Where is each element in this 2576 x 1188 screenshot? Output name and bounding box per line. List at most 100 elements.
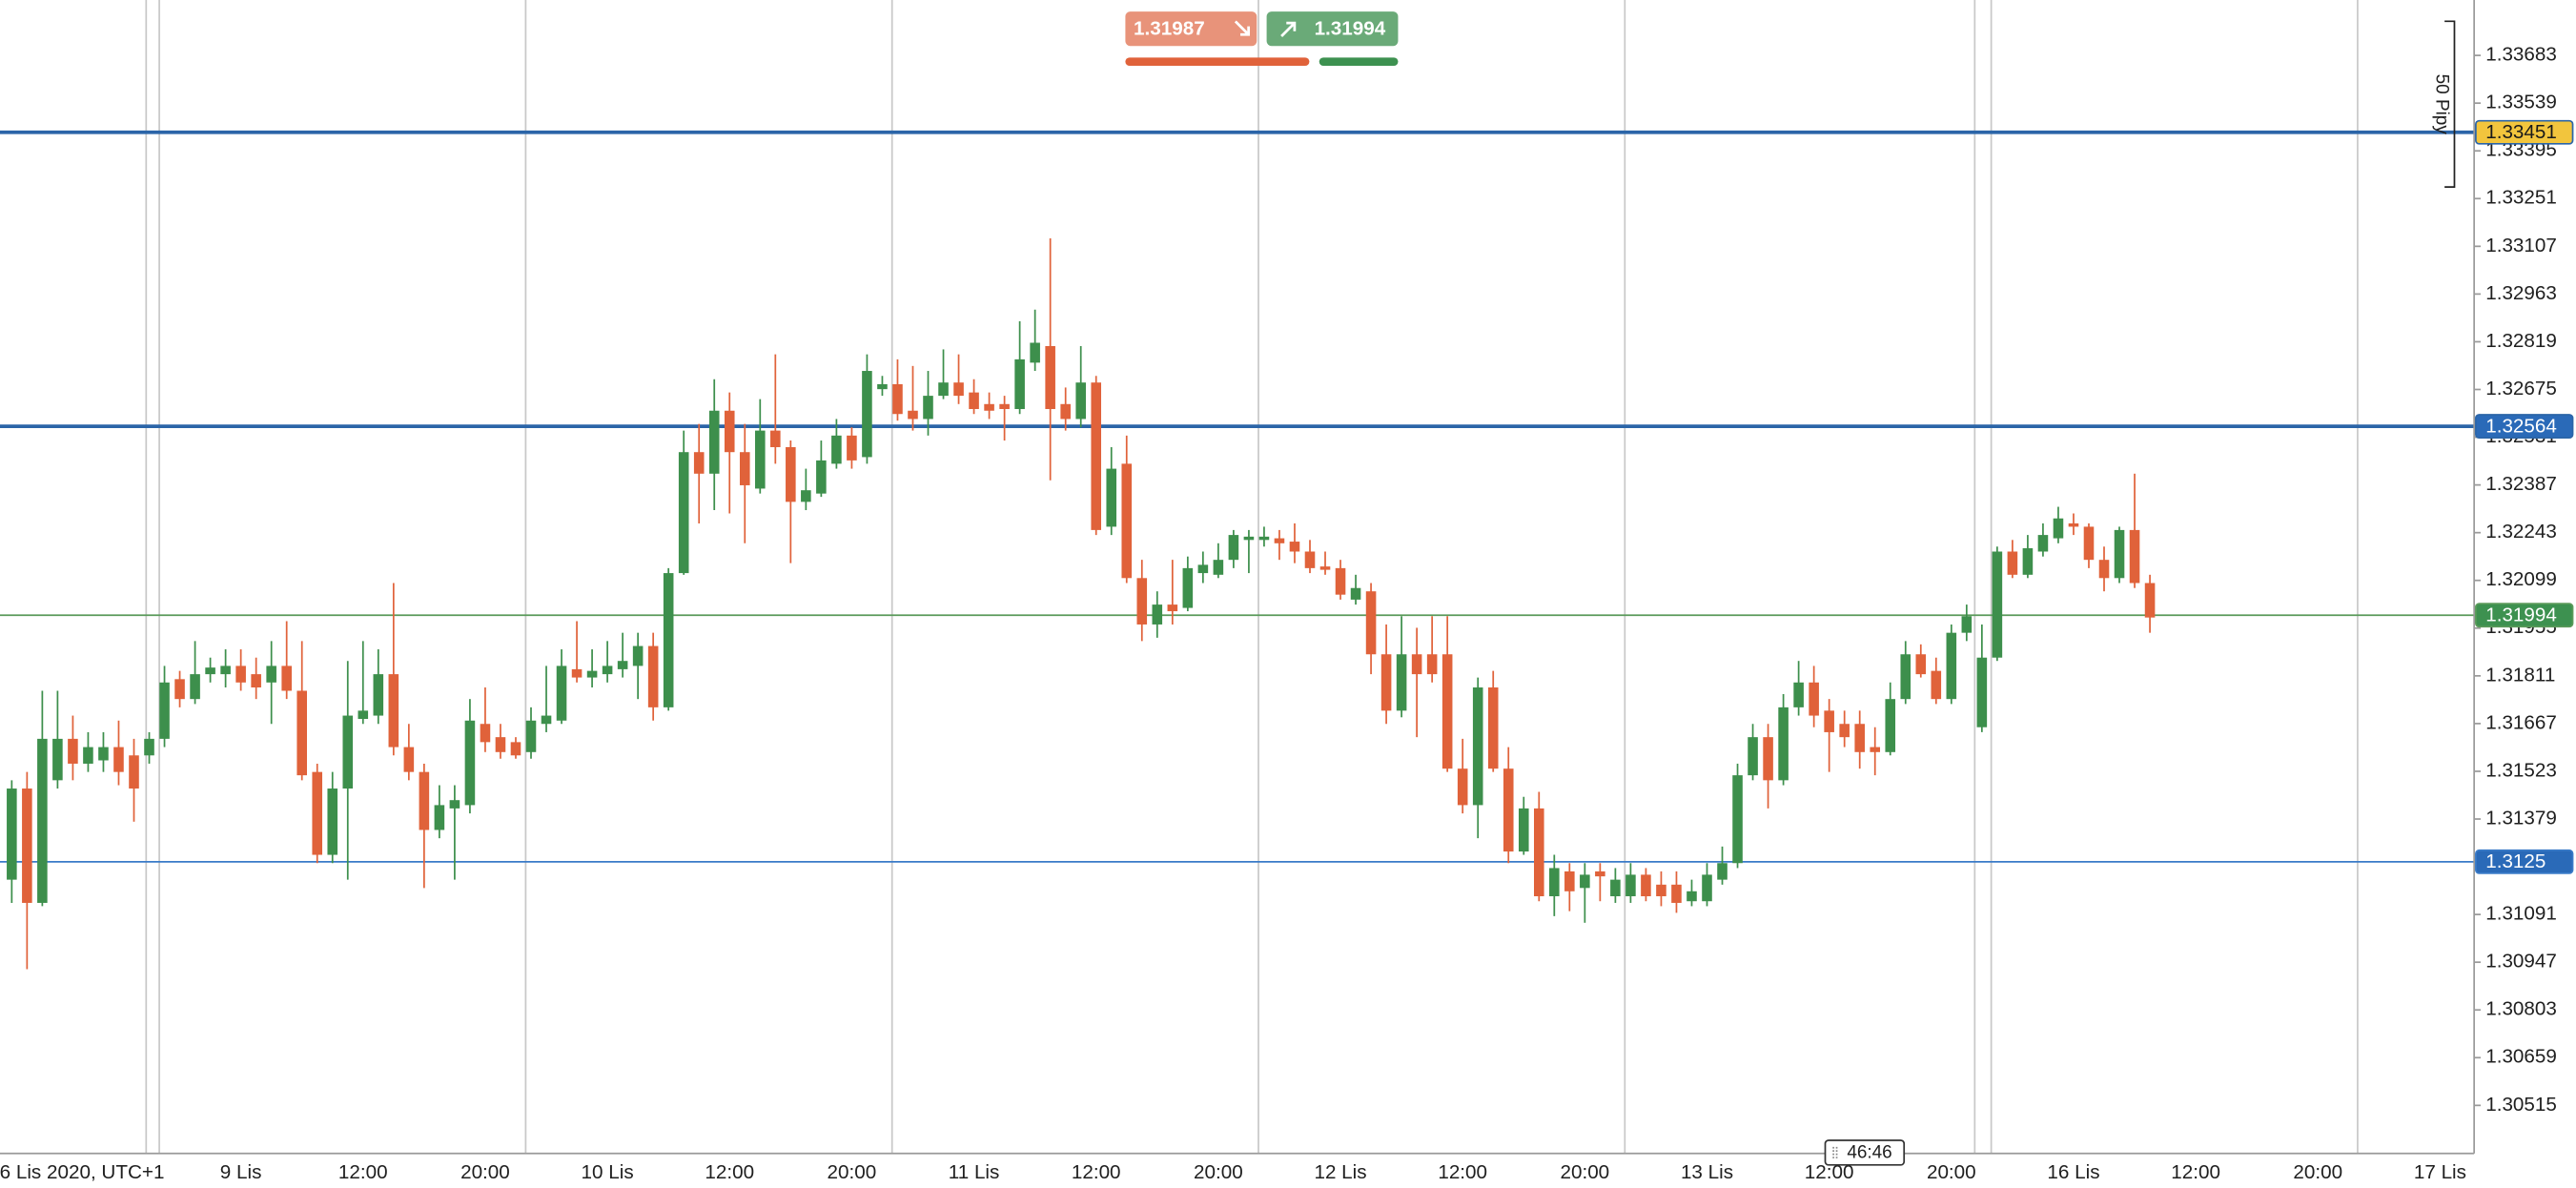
x-tick-label: 20:00: [1194, 1161, 1243, 1183]
candle-body-up: [1717, 863, 1728, 880]
candle-body-up: [464, 720, 476, 806]
x-tick-label: 9 Lis: [220, 1161, 262, 1183]
x-tick-label: 20:00: [460, 1161, 510, 1183]
x-tick-label: 12:00: [1805, 1161, 1854, 1183]
buy-arrow: [1280, 21, 1297, 37]
candle-body-up: [1702, 874, 1712, 902]
candle-body-up: [1748, 737, 1758, 776]
x-tick-label: 17 Lis: [2414, 1161, 2466, 1183]
candle-body-down: [68, 738, 78, 764]
candle-body-down: [388, 674, 399, 748]
candle-body-up: [1396, 654, 1407, 711]
candle-body-up: [1197, 564, 1209, 574]
candle-body-down: [847, 435, 857, 461]
candle-body-up: [373, 674, 384, 716]
x-tick-label: 6 Lis 2020, UTC+1: [0, 1161, 164, 1183]
candle-body-down: [724, 410, 735, 453]
x-tick-label: 10 Lis: [582, 1161, 634, 1183]
candle-body-down: [1533, 808, 1544, 897]
candle-body-down: [296, 690, 307, 776]
candle-body-down: [999, 403, 1010, 410]
candle-body-down: [1136, 578, 1148, 625]
candle-body-up: [83, 747, 93, 764]
candle-body-down: [1060, 403, 1071, 420]
candle-body-up: [923, 396, 933, 420]
candle-body-up: [1472, 687, 1483, 806]
candle-body-down: [1915, 654, 1927, 675]
candle-body-up: [862, 371, 872, 458]
candle-body-down: [251, 674, 261, 688]
x-tick-label: 20:00: [828, 1161, 877, 1183]
candle-body-down: [1487, 687, 1499, 769]
candle-body-up: [1580, 874, 1590, 889]
y-tick-label: 1.30803: [2485, 998, 2557, 1020]
candle-body-up: [1778, 707, 1789, 781]
candle-body-up: [1518, 808, 1529, 852]
y-tick-label: 1.31811: [2485, 664, 2555, 686]
candle-body-down: [281, 666, 292, 691]
candle-body-up: [617, 661, 628, 669]
price-level-tag: [2475, 414, 2574, 440]
candle-body-down: [1304, 551, 1316, 568]
buy-button[interactable]: [1266, 11, 1399, 47]
candle-body-down: [1931, 670, 1942, 700]
price-level-tag: [2475, 119, 2574, 145]
candle-body-down: [1595, 871, 1605, 877]
y-tick-label: 1.33539: [2485, 92, 2557, 113]
x-tick-label: 20:00: [2293, 1161, 2342, 1183]
candle-body-up: [52, 738, 63, 781]
y-tick-label: 1.32099: [2485, 568, 2557, 590]
candle-body-up: [1687, 891, 1697, 902]
candle-body-down: [693, 452, 705, 474]
candle-body-down: [403, 747, 415, 772]
pip-ruler-label: 50 Pipy: [2432, 74, 2452, 135]
candle-body-up: [877, 383, 888, 390]
candle-body-up: [632, 645, 644, 666]
candle-body-down: [129, 755, 139, 789]
candle-body-up: [7, 789, 17, 880]
candle-body-up: [2037, 535, 2049, 552]
candle-body-down: [1854, 724, 1865, 752]
candle-body-down: [984, 403, 994, 411]
y-tick-label: 1.32819: [2485, 330, 2557, 352]
candle-body-down: [2144, 583, 2156, 618]
candle-body-up: [708, 410, 720, 474]
y-tick-label: 1.30659: [2485, 1046, 2557, 1068]
candle-body-up: [831, 435, 842, 464]
candle-body-up: [1182, 567, 1194, 608]
candle-body-up: [1732, 775, 1743, 864]
candle-body-up: [1228, 535, 1239, 561]
candle-body-down: [1656, 884, 1666, 897]
x-tick-label: 12:00: [1072, 1161, 1121, 1183]
candle-body-up: [755, 430, 766, 489]
candle-body-up: [1075, 382, 1086, 420]
candle-body-up: [602, 666, 613, 675]
candle-body-down: [571, 668, 583, 678]
price-level-tag: [2475, 849, 2574, 874]
candle-body-down: [1319, 566, 1331, 570]
candle-body-down: [1809, 682, 1819, 716]
candle-body-up: [144, 738, 154, 756]
price-level-tag: [2475, 603, 2574, 628]
x-tick-label: 16 Lis: [2047, 1161, 2099, 1183]
candle-body-down: [1870, 747, 1881, 752]
candle-body-up: [327, 789, 338, 855]
x-tick-label: 12 Lis: [1314, 1161, 1366, 1183]
candle-body-up: [358, 710, 369, 720]
candle-body-up: [525, 720, 537, 752]
price-level-label: 1.33451: [2485, 121, 2557, 143]
y-tick-label: 1.33107: [2485, 235, 2557, 256]
candle-body-up: [98, 747, 109, 761]
candle-body-down: [312, 771, 323, 855]
candle-body-down: [22, 789, 32, 903]
pip-ruler: [2444, 20, 2456, 188]
candle-body-down: [1289, 542, 1300, 552]
candle-body-down: [2098, 560, 2110, 579]
x-tick-label: 12:00: [2171, 1161, 2220, 1183]
candle-body-up: [434, 805, 445, 830]
candle-body-down: [480, 724, 491, 743]
sell-button[interactable]: [1125, 11, 1257, 47]
